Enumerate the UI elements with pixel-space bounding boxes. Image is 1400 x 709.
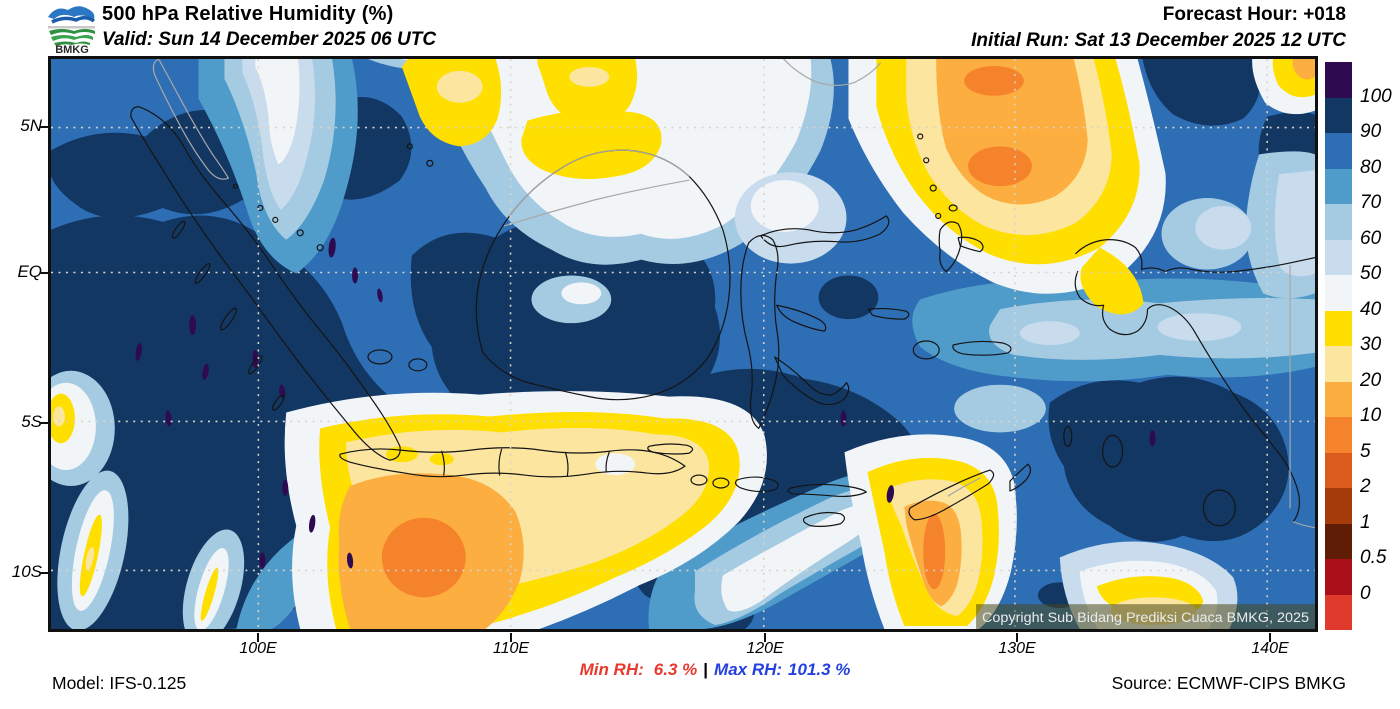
legend-label: 1 xyxy=(1360,511,1371,533)
legend-label: 50 xyxy=(1360,263,1382,285)
lat-axis-tick xyxy=(40,572,48,575)
min-rh-value: 6.3 % xyxy=(653,660,698,679)
legend-segment xyxy=(1325,97,1352,133)
logo-cloud-shape xyxy=(48,6,95,19)
legend-segment xyxy=(1325,417,1352,453)
max-rh-value: 101.3 % xyxy=(788,660,851,679)
bmkg-logo: BMKG xyxy=(48,6,96,54)
lon-axis-tick xyxy=(1016,633,1019,642)
legend-colorbar xyxy=(1325,62,1352,630)
coastlines-indonesia xyxy=(130,106,1315,527)
lat-axis-label: EQ xyxy=(17,262,42,281)
legend-segment xyxy=(1325,594,1352,630)
lat-axis-label: 10S xyxy=(11,562,42,581)
logo-divider xyxy=(48,26,95,29)
contour-fill-layers: Copyright Sub Bidang Prediksi Cuaca BMKG… xyxy=(51,59,1315,629)
minmax-row: Min RH: 6.3 % | Max RH: 101.3 % xyxy=(500,660,930,680)
legend-label: 10 xyxy=(1360,405,1382,427)
legend-label: 80 xyxy=(1360,156,1382,178)
lon-axis-tick xyxy=(764,633,767,642)
valid-time-label: Valid: Sun 14 December 2025 06 UTC xyxy=(102,29,437,50)
logo-wave-green-3 xyxy=(54,41,90,46)
legend-label: 90 xyxy=(1360,121,1382,143)
legend-label: 2 xyxy=(1360,476,1371,498)
logo-wave-green-1 xyxy=(49,29,95,35)
legend-segment xyxy=(1325,523,1352,559)
legend-label: 20 xyxy=(1360,369,1382,391)
lat-axis-tick xyxy=(40,272,48,275)
max-rh-label: Max RH: xyxy=(714,660,783,679)
lon-axis-tick xyxy=(257,633,260,642)
legend-segment xyxy=(1325,488,1352,524)
source-label: Source: ECMWF-CIPS BMKG xyxy=(1111,673,1346,693)
graticule-gridlines xyxy=(51,59,1315,629)
legend-segment xyxy=(1325,62,1352,98)
legend-segment xyxy=(1325,133,1352,169)
map-frame: Copyright Sub Bidang Prediksi Cuaca BMKG… xyxy=(48,56,1318,632)
copyright-text: Copyright Sub Bidang Prediksi Cuaca BMKG… xyxy=(982,610,1309,625)
legend-label: 60 xyxy=(1360,227,1382,249)
lat-axis-tick xyxy=(40,422,48,425)
lat-axis-tick xyxy=(40,126,48,129)
initial-run-label: Initial Run: Sat 13 December 2025 12 UTC xyxy=(971,30,1346,51)
legend-label: 5 xyxy=(1360,440,1371,462)
logo-wave-blue xyxy=(51,16,96,24)
logo-wave-green-2 xyxy=(51,35,93,41)
legend-segment xyxy=(1325,559,1352,595)
legend-label: 30 xyxy=(1360,334,1382,356)
lon-axis-label: 140E xyxy=(1251,640,1289,657)
supersaturation-specks xyxy=(135,237,1156,569)
legend-label: 0.5 xyxy=(1360,547,1387,569)
legend-segment xyxy=(1325,346,1352,382)
page-title: 500 hPa Relative Humidity (%) xyxy=(102,3,394,25)
min-rh-label: Min RH: xyxy=(579,660,644,679)
lon-axis-tick xyxy=(510,633,513,642)
legend-segment xyxy=(1325,239,1352,275)
coastlines-foreign xyxy=(152,59,1315,529)
lat-axis-label: 5S xyxy=(21,412,42,431)
model-label: Model: IFS-0.125 xyxy=(52,673,187,693)
legend-segment xyxy=(1325,204,1352,240)
logo-text: BMKG xyxy=(55,44,89,54)
legend-label: 100 xyxy=(1360,85,1392,107)
legend-segment xyxy=(1325,310,1352,346)
legend-segment xyxy=(1325,275,1352,311)
lon-axis-label: 110E xyxy=(492,640,530,657)
lat-axis-label: 5N xyxy=(20,116,42,135)
legend-segment xyxy=(1325,381,1352,417)
rh-contour-map: Copyright Sub Bidang Prediksi Cuaca BMKG… xyxy=(51,59,1315,629)
minmax-separator: | xyxy=(703,660,709,679)
legend-segment xyxy=(1325,168,1352,204)
legend-label: 40 xyxy=(1360,298,1382,320)
legend-segment xyxy=(1325,452,1352,488)
lon-axis-label: 130E xyxy=(998,640,1036,657)
lon-axis-label: 100E xyxy=(239,640,277,657)
legend-label: 70 xyxy=(1360,192,1382,214)
legend-label: 0 xyxy=(1360,582,1371,604)
copyright-bar: Copyright Sub Bidang Prediksi Cuaca BMKG… xyxy=(976,604,1315,629)
forecast-hour-label: Forecast Hour: +018 xyxy=(1162,4,1346,25)
lon-axis-tick xyxy=(1269,633,1272,642)
lon-axis-label: 120E xyxy=(746,640,784,657)
